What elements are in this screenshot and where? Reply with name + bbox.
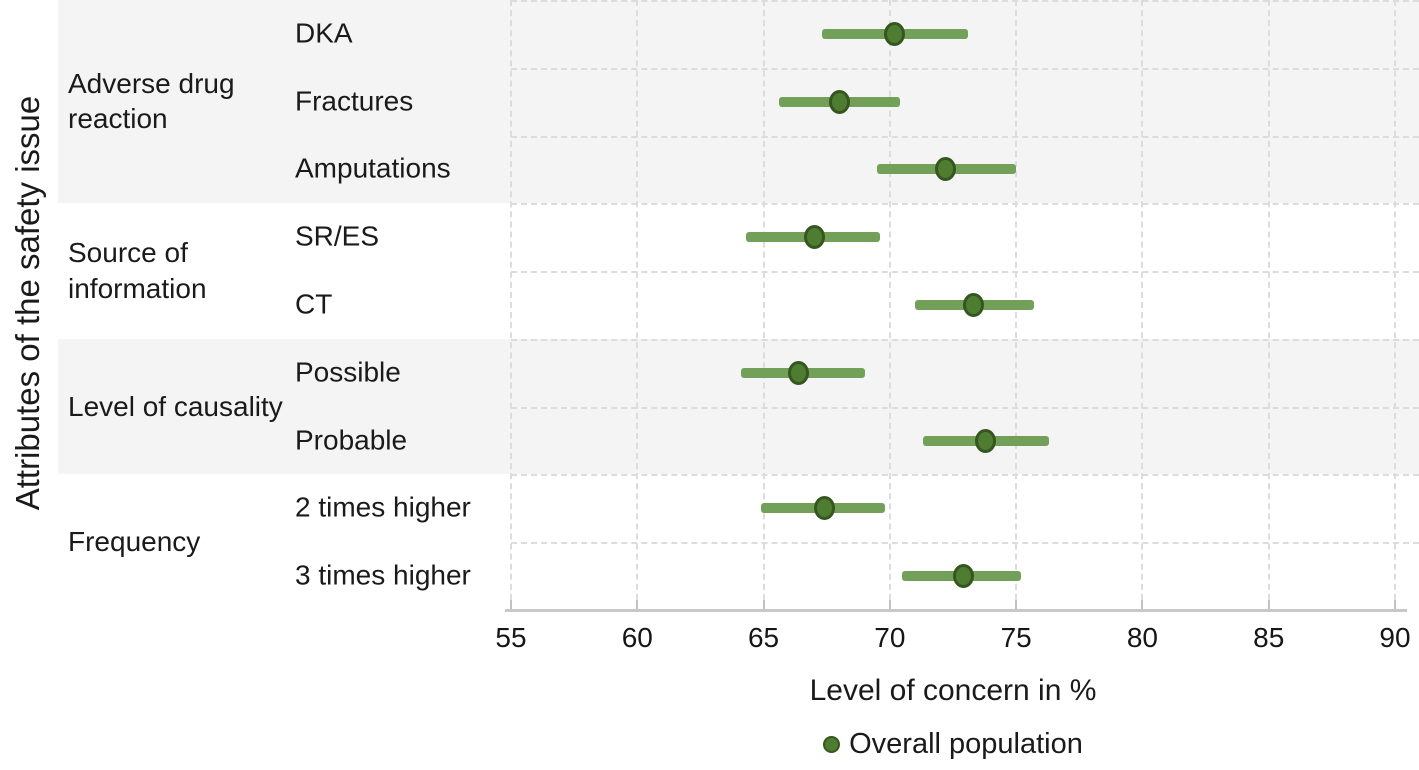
- axis-tick: [1394, 600, 1396, 609]
- horizontal-gridline: [511, 271, 1419, 274]
- row-label: 2 times higher: [295, 491, 471, 523]
- row-label: DKA: [295, 17, 353, 49]
- horizontal-gridline: [511, 135, 1419, 138]
- horizontal-gridline: [511, 203, 1419, 206]
- vertical-gridline: [1267, 0, 1270, 610]
- x-axis-title: Level of concern in %: [809, 674, 1097, 707]
- tick-label: 70: [874, 622, 906, 653]
- row-label: Fractures: [295, 85, 414, 117]
- point-marker: [803, 225, 825, 250]
- point-marker: [952, 564, 974, 589]
- horizontal-gridline: [511, 542, 1419, 545]
- horizontal-gridline: [511, 406, 1419, 409]
- axis-tick: [1015, 600, 1018, 609]
- horizontal-gridline: [511, 0, 1419, 2]
- group-label: Source of information: [68, 237, 207, 305]
- filled-circle-icon: [823, 736, 841, 753]
- horizontal-gridline: [511, 474, 1419, 477]
- tick-label: 85: [1253, 622, 1285, 653]
- point-marker: [962, 293, 984, 317]
- x-axis-line: [505, 609, 1407, 612]
- row-label: Amputations: [295, 153, 451, 185]
- y-axis-title: Attributes of the safety issue: [9, 95, 46, 511]
- vertical-gridline: [510, 0, 512, 610]
- tick-label: 60: [621, 622, 653, 653]
- group-band: [58, 338, 1419, 475]
- group-label: Adverse drug reaction: [68, 67, 235, 135]
- point-marker: [813, 496, 835, 521]
- horizontal-gridline: [511, 67, 1419, 70]
- axis-tick: [510, 600, 512, 609]
- point-marker: [884, 21, 906, 46]
- row-label: 3 times higher: [295, 559, 471, 591]
- point-marker: [975, 428, 997, 453]
- group-band: [58, 203, 1419, 339]
- group-label: Level of causality: [68, 390, 283, 422]
- row-label: Probable: [295, 424, 408, 456]
- legend-label: Overall population: [849, 728, 1083, 760]
- group-label: Frequency: [68, 526, 201, 558]
- point-marker: [828, 89, 850, 114]
- tick-label: 90: [1379, 622, 1411, 653]
- vertical-gridline: [636, 0, 639, 610]
- row-label: Possible: [295, 356, 401, 388]
- tick-label: 75: [1000, 622, 1032, 653]
- row-label: CT: [295, 288, 333, 320]
- group-band: [58, 474, 1419, 610]
- axis-tick: [636, 600, 639, 609]
- vertical-gridline: [888, 0, 891, 610]
- axis-tick: [888, 600, 891, 609]
- vertical-gridline: [1394, 0, 1396, 610]
- tick-label: 65: [747, 622, 780, 653]
- tick-label: 55: [495, 622, 527, 653]
- axis-tick: [1141, 600, 1144, 609]
- axis-tick: [1267, 600, 1270, 609]
- legend: Overall population: [511, 728, 1395, 761]
- vertical-gridline: [762, 0, 765, 610]
- tick-label: 80: [1126, 622, 1158, 653]
- horizontal-gridline: [511, 338, 1419, 341]
- point-marker: [934, 157, 956, 182]
- row-label: SR/ES: [295, 220, 380, 252]
- vertical-gridline: [1141, 0, 1144, 610]
- group-band: [58, 0, 1419, 204]
- point-marker: [788, 360, 810, 385]
- axis-tick: [762, 600, 765, 609]
